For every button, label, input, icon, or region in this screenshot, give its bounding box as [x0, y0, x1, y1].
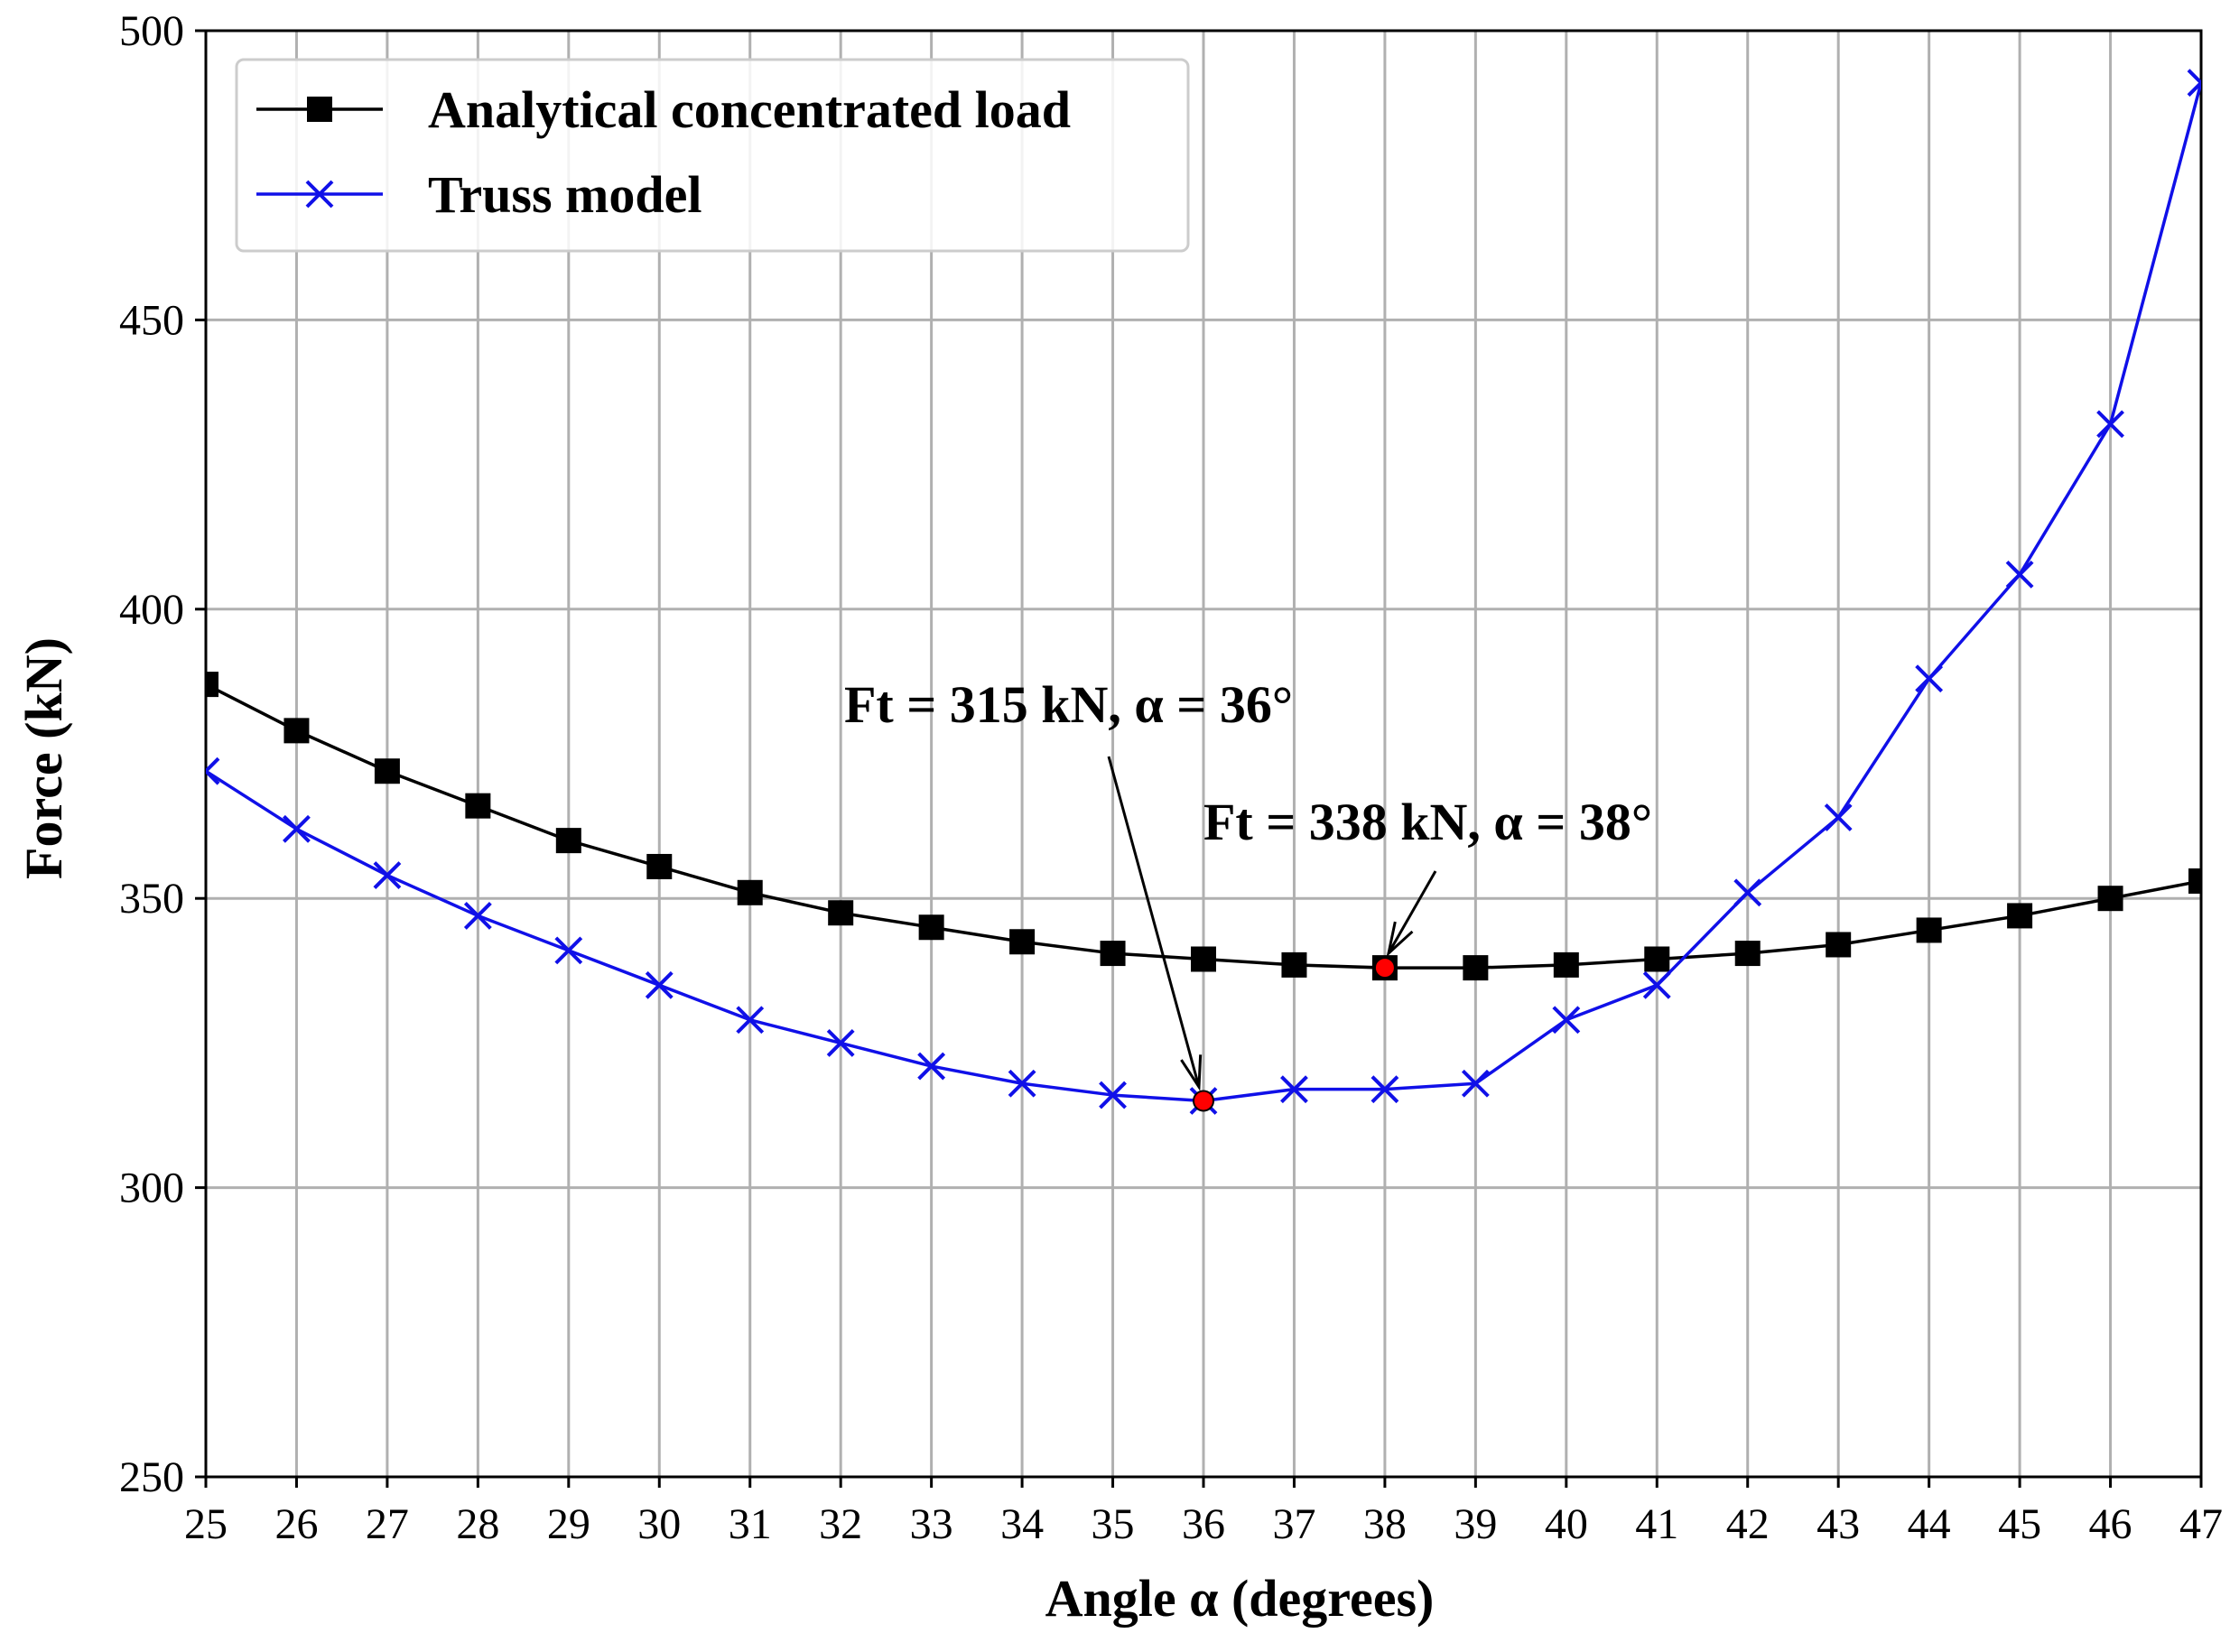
- x-tick-label: 36: [1182, 1500, 1225, 1548]
- x-tick-label: 44: [1908, 1500, 1951, 1548]
- y-tick-label: 250: [119, 1453, 184, 1501]
- square-marker: [1826, 932, 1852, 958]
- plot-frame: [204, 29, 2203, 1479]
- x-marker: [463, 902, 492, 930]
- square-marker: [1100, 941, 1126, 967]
- square-marker: [1009, 929, 1036, 955]
- square-marker: [2097, 886, 2123, 912]
- x-marker: [2005, 560, 2034, 589]
- x-tick-label: 37: [1272, 1500, 1315, 1548]
- x-tick-label: 32: [819, 1500, 862, 1548]
- x-marker: [206, 756, 220, 785]
- x-tick-label: 29: [547, 1500, 590, 1548]
- series-layer: [206, 69, 2201, 1115]
- annotation-arrow-line: [1107, 756, 1201, 1088]
- x-tick-label: 42: [1726, 1500, 1770, 1548]
- x-marker: [1642, 970, 1671, 999]
- x-marker: [1371, 1075, 1399, 1104]
- x-marker: [917, 1052, 946, 1081]
- square-marker: [2007, 903, 2033, 929]
- x-marker: [1552, 1006, 1581, 1035]
- square-marker: [1734, 941, 1761, 967]
- y-axis-title: Force (kN): [14, 637, 73, 879]
- x-tick-label: 30: [637, 1500, 681, 1548]
- x-tick-label: 27: [366, 1500, 409, 1548]
- x-marker: [1915, 664, 1944, 693]
- x-marker: [2187, 69, 2201, 97]
- x-marker: [1733, 878, 1762, 907]
- square-marker: [283, 718, 310, 744]
- x-tick-label: 41: [1635, 1500, 1678, 1548]
- annotation-arrow-head: [1386, 921, 1414, 958]
- square-marker: [2188, 868, 2201, 894]
- square-marker: [307, 97, 332, 122]
- square-marker: [918, 914, 944, 941]
- annotations: Ft = 315 kN, α = 36° Ft = 338 kN, α = 38°: [844, 675, 1652, 1091]
- y-tick-label: 350: [119, 875, 184, 923]
- y-tick-label: 500: [119, 7, 184, 55]
- x-tick-label: 34: [1000, 1500, 1044, 1548]
- legend-entry: Truss model: [256, 165, 702, 224]
- x-marker: [1280, 1075, 1308, 1104]
- square-marker: [555, 828, 581, 854]
- x-marker: [554, 936, 583, 965]
- x-tick-label: 40: [1545, 1500, 1588, 1548]
- x-tick-label: 46: [2089, 1500, 2132, 1548]
- square-marker: [1463, 955, 1489, 981]
- highlight-point: [1193, 1090, 1214, 1112]
- x-tick-label: 26: [274, 1500, 318, 1548]
- axes: 25 26 27 28 29 30 31 32 33 34 35 36 37 38 39 40 41 42 43 44…: [14, 7, 2223, 1628]
- x-marker: [645, 970, 674, 999]
- square-marker: [1191, 946, 1216, 972]
- x-tick-label: 39: [1454, 1500, 1497, 1548]
- x-tick-label: 45: [1998, 1500, 2041, 1548]
- x-marker: [826, 1028, 855, 1057]
- x-tick-label: 33: [910, 1500, 953, 1548]
- square-marker: [1916, 917, 1942, 943]
- x-tick-label: 28: [456, 1500, 499, 1548]
- x-marker: [1008, 1069, 1036, 1098]
- y-tick-label: 400: [119, 586, 184, 634]
- square-marker: [737, 879, 763, 905]
- x-marker: [2096, 410, 2124, 439]
- legend-label: Truss model: [428, 165, 702, 224]
- x-marker: [283, 814, 311, 843]
- legend-box: [235, 58, 1190, 253]
- legend: Analytical concentrated load Truss model: [235, 58, 1190, 253]
- x-marker: [373, 861, 402, 889]
- annotation-arrow-line: [1387, 870, 1437, 954]
- square-marker: [206, 672, 218, 698]
- y-tick-label: 300: [119, 1165, 184, 1212]
- highlight-point: [1373, 957, 1396, 979]
- y-tick-label: 450: [119, 296, 184, 344]
- square-marker: [1644, 946, 1670, 972]
- x-tick-label: 31: [729, 1500, 772, 1548]
- square-marker: [1281, 951, 1307, 978]
- x-tick-label: 25: [184, 1500, 228, 1548]
- x-tick-label: 35: [1092, 1500, 1135, 1548]
- square-marker: [828, 900, 854, 926]
- series-analytical: [206, 672, 2201, 981]
- square-marker: [465, 793, 491, 819]
- x-marker: [1461, 1069, 1490, 1098]
- x-tick-label: 38: [1363, 1500, 1407, 1548]
- x-marker: [1824, 803, 1853, 831]
- legend-label: Analytical concentrated load: [428, 80, 1071, 139]
- annotation-label: Ft = 338 kN, α = 38°: [1203, 793, 1652, 851]
- x-tick-label: 43: [1817, 1500, 1860, 1548]
- annotation-arrow-head: [1180, 1054, 1203, 1091]
- annotation-label: Ft = 315 kN, α = 36°: [844, 675, 1293, 734]
- x-axis-title: Angle α (degrees): [1045, 1569, 1435, 1628]
- x-marker: [1099, 1081, 1127, 1109]
- legend-entry: Analytical concentrated load: [256, 80, 1071, 139]
- square-marker: [1553, 951, 1579, 978]
- x-marker: [305, 180, 334, 209]
- x-marker: [736, 1006, 765, 1035]
- x-tick-label: 47: [2179, 1500, 2223, 1548]
- square-marker: [646, 853, 673, 879]
- square-marker: [374, 758, 400, 784]
